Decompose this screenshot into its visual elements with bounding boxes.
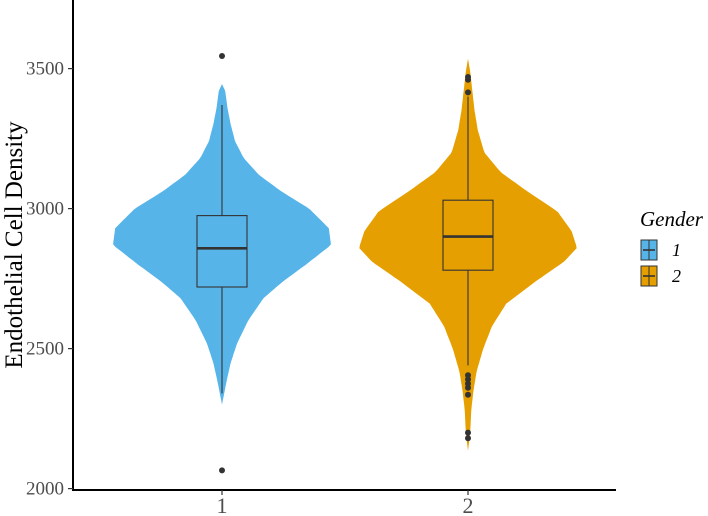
- y-tick-label: 2000: [26, 479, 64, 500]
- outlier-point: [465, 435, 471, 442]
- y-tick-label: 3000: [26, 199, 64, 220]
- legend-item-2: 2: [640, 265, 681, 287]
- outlier-point: [465, 429, 471, 436]
- outlier-point: [465, 380, 471, 387]
- y-axis-ticks: 2000 2500 3000 3500: [26, 59, 73, 500]
- outlier-point: [465, 391, 471, 398]
- violin-group-2: [359, 58, 577, 451]
- y-axis-title: Endothelial Cell Density: [1, 121, 28, 369]
- x-tick-label: 2: [463, 493, 474, 516]
- legend-title: Gender: [640, 207, 704, 231]
- legend-item-1: 1: [640, 239, 681, 261]
- outlier-point: [465, 372, 471, 379]
- legend-label-2: 2: [672, 266, 681, 286]
- legend-label-1: 1: [672, 240, 681, 260]
- outlier-point: [465, 89, 471, 96]
- outlier-point: [465, 384, 471, 391]
- outlier-point: [465, 376, 471, 383]
- y-tick-label: 2500: [26, 339, 64, 360]
- y-tick-label: 3500: [26, 59, 64, 80]
- violin-group-1: [113, 53, 331, 474]
- legend: Gender 1 2: [640, 207, 704, 287]
- outlier-point: [465, 74, 471, 80]
- plot-area: [113, 53, 577, 474]
- outlier-point: [219, 467, 225, 474]
- x-tick-label: 1: [217, 493, 228, 516]
- box-1: [196, 215, 248, 288]
- outlier-point: [219, 53, 225, 59]
- box-2: [442, 199, 494, 271]
